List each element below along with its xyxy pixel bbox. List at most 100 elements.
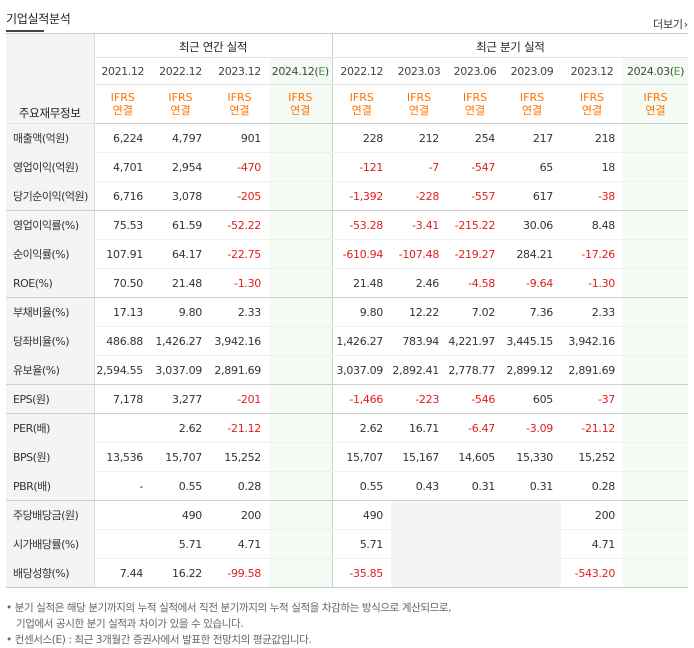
table-cell [623,413,689,443]
table-cell [623,500,689,530]
table-cell: -228 [391,181,448,211]
period-header: 2022.12 [151,57,210,85]
table-cell [623,123,689,153]
table-cell: 212 [391,123,448,153]
row-label: 배당성향(%) [6,558,95,588]
table-cell [269,181,333,211]
footnote-1-cont: 기업에서 공시한 분기 실적과 차이가 있을 수 있습니다. [16,618,244,630]
table-row: 배당성향(%) 7.44 16.22 -99.58 -35.85 -543.20 [6,558,689,588]
table-cell: 15,167 [391,442,448,472]
table-cell [269,471,333,501]
table-cell: 21.48 [151,268,210,298]
table-cell [623,152,689,182]
table-cell: -201 [210,384,269,414]
row-label: 매출액(억원) [6,123,95,153]
table-cell [269,355,333,385]
table-cell: 9.80 [331,297,392,327]
title-underline [6,30,44,32]
table-cell: 2,899.12 [503,355,562,385]
table-cell: 2,594.55 [93,355,151,385]
table-cell: -3.41 [391,210,448,240]
row-label: EPS(원) [6,384,95,414]
table-cell: 15,707 [151,442,210,472]
table-cell: - [93,471,151,501]
section-title: 기업실적분석 [6,12,71,26]
table-cell: 3,277 [151,384,210,414]
table-cell [623,471,689,501]
table-cell: 6,716 [93,181,151,211]
table-cell: -52.22 [210,210,269,240]
row-label: 부채비율(%) [6,297,95,327]
table-cell [391,558,448,588]
table-cell: 64.17 [151,239,210,269]
table-cell: 490 [331,500,392,530]
table-row: BPS(원) 13,536 15,707 15,252 15,707 15,167 14,6… [6,442,689,472]
row-label: 주당배당금(원) [6,500,95,530]
basis-header: IFRS 연결 [623,84,689,124]
table-row: 당기순이익(억원) 6,716 3,078 -205 -1,392 -228 -557 617… [6,181,689,211]
footnote-1: • 분기 실적은 해당 분기까지의 누적 실적에서 직전 분기까지의 누적 실적… [6,602,452,614]
basis-header: IFRS 연결 [93,84,151,124]
table-cell: -7 [391,152,448,182]
row-header-label: 주요재무정보 [6,33,95,124]
table-cell: 284.21 [503,239,562,269]
row-label: ROE(%) [6,268,95,298]
table-row: 유보율(%) 2,594.55 3,037.09 2,891.69 3,037.09 2,… [6,355,689,385]
table-cell: 2,891.69 [210,355,269,385]
period-header: 2023.09 [503,57,562,85]
table-cell: -470 [210,152,269,182]
table-cell [269,268,333,298]
table-cell: -223 [391,384,448,414]
table-cell [269,500,333,530]
table-cell: 228 [331,123,392,153]
table-cell: -1,466 [331,384,392,414]
table-row: 영업이익률(%) 75.53 61.59 -52.22 -53.28 -3.41 -215.… [6,210,689,240]
table-cell [503,529,562,559]
table-cell: 4.71 [561,529,624,559]
table-cell: 17.13 [93,297,151,327]
table-cell: 490 [151,500,210,530]
period-header: 2022.12 [331,57,392,85]
basis-header: IFRS 연결 [269,84,333,124]
table-cell: -1,392 [331,181,392,211]
table-cell [503,558,562,588]
table-cell: 0.28 [561,471,624,501]
table-cell: 200 [561,500,624,530]
table-cell: -37 [561,384,624,414]
table-cell [269,297,333,327]
row-label: 당좌비율(%) [6,326,95,356]
more-link[interactable]: 더보기› [653,16,688,32]
table-cell: 0.28 [210,471,269,501]
period-header: 2023.12 [561,57,624,85]
table-cell: 4.71 [210,529,269,559]
row-label: 영업이익률(%) [6,210,95,240]
quarter-group-title: 최근 분기 실적 [331,33,689,58]
table-cell: 486.88 [93,326,151,356]
table-row: 부채비율(%) 17.13 9.80 2.33 9.80 12.22 7.02 7.36 2.3… [6,297,689,327]
row-label: PBR(배) [6,471,95,501]
basis-header: IFRS 연결 [503,84,562,124]
table-cell: -99.58 [210,558,269,588]
table-cell: 107.91 [93,239,151,269]
table-cell: 3,942.16 [210,326,269,356]
table-cell: 18 [561,152,624,182]
basis-header: IFRS 연결 [447,84,504,124]
period-header: 2021.12 [93,57,151,85]
table-cell [623,297,689,327]
table-cell: -21.12 [210,413,269,443]
table-cell: -1.30 [561,268,624,298]
table-cell [269,326,333,356]
table-row: PER(배) 2.62 -21.12 2.62 16.71 -6.47 -3.09 -21.1… [6,413,689,443]
table-cell: 3,037.09 [151,355,210,385]
table-cell: 0.55 [151,471,210,501]
table-cell [269,558,333,588]
table-cell [269,384,333,414]
table-cell [269,529,333,559]
table-cell: 21.48 [331,268,392,298]
table-cell: 605 [503,384,562,414]
table-cell: 2,891.69 [561,355,624,385]
table-row: 당좌비율(%) 486.88 1,426.27 3,942.16 1,426.27 783… [6,326,689,356]
table-cell [391,500,448,530]
table-cell [269,239,333,269]
period-header: 2023.12 [210,57,269,85]
